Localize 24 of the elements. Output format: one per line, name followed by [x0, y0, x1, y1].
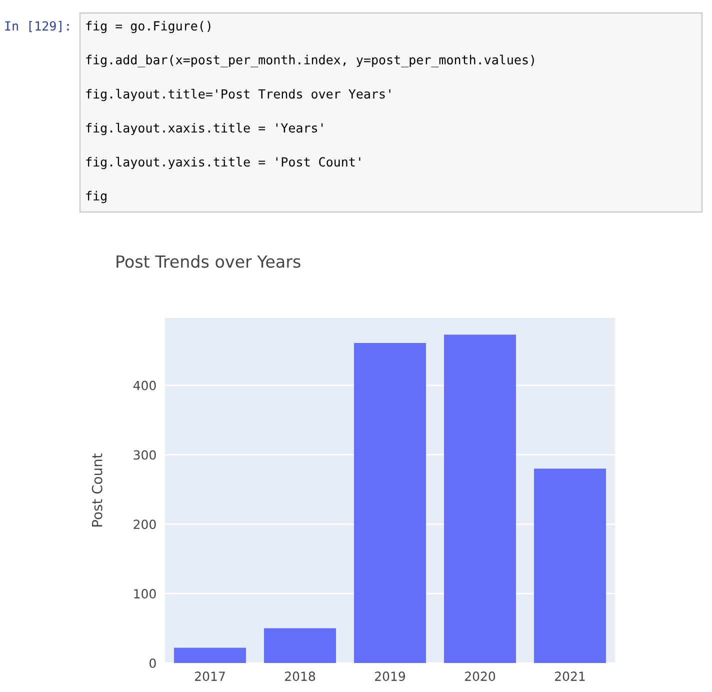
text: fig = go.Figure(): [86, 20, 210, 34]
bar: [534, 468, 606, 663]
x-tick-label: 2021: [555, 672, 585, 682]
x-tick-label: 2018: [285, 672, 316, 682]
text: fig.layout.title='Post Trends over Years': [86, 88, 390, 102]
chart-title: Post Trends over Years: [116, 254, 300, 268]
x-tick-label: 2017: [195, 672, 225, 682]
text: fig.layout.yaxis.title = 'Post Count': [86, 156, 360, 170]
text: fig: [86, 190, 106, 204]
y-tick-label: 0: [150, 658, 156, 668]
x-tick-label: 2019: [375, 672, 406, 682]
text: fig.add_bar(x=post_per_month.index, y=post_per_month.values): [86, 54, 534, 68]
x-tick-label: 2020: [465, 672, 496, 682]
y-axis-title: Post Count: [92, 453, 102, 526]
bar: [264, 628, 336, 663]
y-tick-label: 100: [134, 589, 156, 599]
y-tick-label: 200: [134, 520, 156, 530]
y-tick-label: 400: [133, 380, 156, 390]
bar: [174, 648, 246, 663]
bar: [354, 342, 426, 663]
text: In [129]:: [5, 20, 69, 32]
bar: [444, 334, 516, 663]
y-tick-label: 300: [134, 450, 156, 460]
text: fig.layout.xaxis.title = 'Years': [86, 122, 323, 136]
